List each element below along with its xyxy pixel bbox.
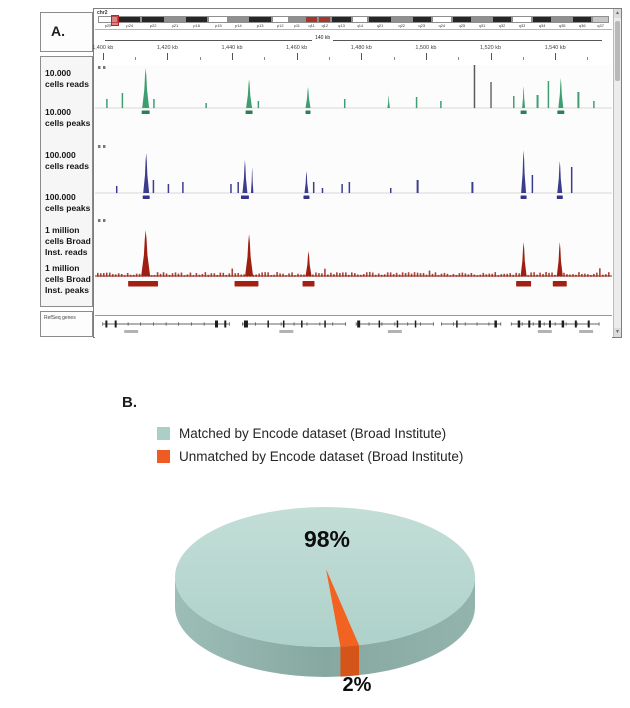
matched-label: Matched by Encode dataset (Broad Institu…: [179, 425, 447, 441]
pie-value-major: 98%: [303, 526, 351, 552]
unmatched-label: Unmatched by Encode dataset (Broad Insti…: [179, 448, 464, 464]
pie-canvas: [175, 507, 475, 677]
legend-item-matched: Matched by Encode dataset (Broad Institu…: [157, 425, 447, 441]
scrollbar-thumb[interactable]: [615, 21, 620, 81]
gene-track-label: RefSeq genes: [44, 315, 76, 321]
gene-track: [95, 315, 612, 338]
view-region-marker: [110, 15, 119, 26]
chromosome-name: chr2: [97, 10, 108, 16]
track-label-1m-peaks: 1 million cells Broad Inst. peaks: [45, 263, 91, 296]
track-label-100k-peaks: 100.000 cells peaks: [45, 192, 91, 214]
pie-value-minor: 2%: [342, 674, 372, 696]
coordinate-ruler: 140 kb 1,400 kb 1,420 kb 1,440 kb 1,460 kb 1…: [92, 29, 612, 68]
pie-chart: 98% 2%: [150, 498, 500, 708]
tracks-canvas: [95, 65, 612, 287]
matched-swatch: [157, 426, 170, 440]
panel-a-label: A.: [51, 23, 65, 39]
track-label-1m-reads: 1 million cells Broad Inst. reads: [45, 225, 91, 258]
track-label-100k-reads: 100.000 cells reads: [45, 150, 89, 172]
track-label-column: 10.000 cells reads 10.000 cells peaks 10…: [40, 56, 93, 307]
span-line: [105, 40, 602, 41]
panel-b-label: B.: [122, 394, 137, 411]
scroll-down-icon[interactable]: ▼: [614, 328, 621, 337]
gene-track-canvas: [102, 320, 600, 333]
vertical-scrollbar[interactable]: ▲ ▼: [613, 9, 621, 337]
unmatched-swatch: [157, 449, 170, 463]
track-label-10k-peaks: 10.000 cells peaks: [45, 107, 91, 129]
ideogram-bands: p25 p24 p22 p21 p16 p15 p14 p13 p12 p11 q11 q12 q13 q…: [98, 16, 609, 29]
genome-browser-panel: chr2 p25 p24 p22 p21 p16 p15 p14 p13 p12 p11 q11 q1…: [92, 8, 622, 338]
track-label-10k-reads: 10.000 cells reads: [45, 68, 89, 90]
tracks-pane: [95, 65, 612, 315]
span-label: 140 kb: [312, 35, 334, 41]
legend-item-unmatched: Unmatched by Encode dataset (Broad Insti…: [157, 448, 464, 464]
scroll-up-icon[interactable]: ▲: [614, 9, 621, 18]
panel-a-label-box: A.: [40, 12, 93, 52]
gene-track-label-box: RefSeq genes: [40, 311, 93, 337]
chromosome-ideogram: chr2 p25 p24 p22 p21 p16 p15 p14 p13 p12 p11 q11 q1…: [95, 10, 612, 29]
